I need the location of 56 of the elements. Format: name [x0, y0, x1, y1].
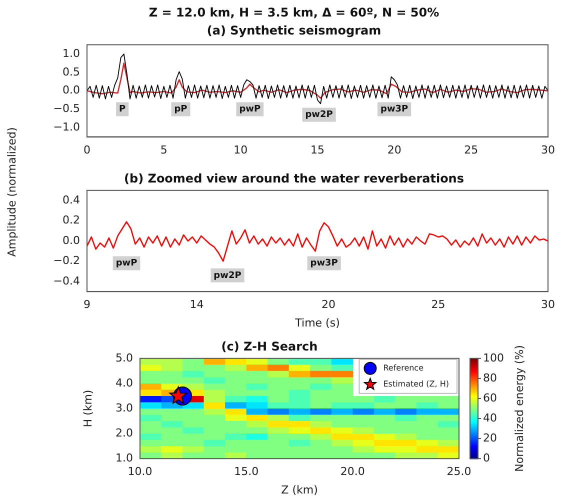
chart-title: (b) Zoomed view around the water reverberations — [124, 171, 464, 186]
color-bar-label: 20 — [483, 431, 497, 444]
x-tick-label: 15 — [310, 143, 324, 156]
color-bar-label: 40 — [483, 411, 497, 424]
y-tick-label: 0.2 — [62, 214, 80, 227]
y-tick-label: 0.0 — [62, 234, 80, 247]
x-tick-label: 10 — [234, 143, 248, 156]
y-tick-label: −0.2 — [53, 254, 80, 268]
color-bar-label: 80 — [483, 371, 497, 384]
color-bar-label: 0 — [483, 451, 490, 464]
annotation: pw2P — [214, 270, 242, 281]
x-tick-label: 15.0 — [234, 465, 259, 478]
annotation: pwP — [239, 104, 261, 115]
y-tick-label: 1.0 — [116, 451, 133, 464]
y-tick-label: 1.0 — [62, 46, 80, 60]
legend-label: Estimated (Z, H) — [383, 379, 449, 388]
x-tick-label: 0 — [84, 143, 90, 156]
annotation: pw2P — [305, 110, 334, 120]
annotation: pP — [174, 104, 188, 115]
annotation: pw3P — [310, 258, 338, 269]
y-tick-label: −1.0 — [53, 120, 80, 134]
y-tick-label: 0.0 — [62, 84, 80, 97]
x-tick-label: 25.0 — [446, 465, 472, 478]
x-axis-title: Z (km) — [281, 483, 318, 496]
y-tick-label: 5.0 — [116, 351, 133, 364]
annotation: pw3P — [380, 104, 409, 115]
y-tick-label: 0.4 — [62, 193, 80, 206]
chart-title: Z = 12.0 km, H = 3.5 km, Δ = 60º, N = 50% — [148, 5, 440, 20]
y-tick-label: 2.0 — [116, 426, 133, 440]
annotation: P — [119, 104, 126, 115]
annotation: pwP — [116, 258, 138, 269]
chart-subtitle: (a) Synthetic seismogram — [206, 24, 382, 38]
y-tick-label: 4.0 — [116, 376, 133, 390]
x-tick-label: 5 — [160, 143, 168, 156]
x-tick-label: 30 — [541, 143, 555, 156]
x-tick-label: 20 — [321, 298, 336, 312]
x-tick-label: 10.0 — [128, 465, 152, 478]
y-tick-label: −0.5 — [53, 102, 80, 116]
y-axis-title: Amplitude (normalized) — [6, 127, 18, 257]
legend-label: Reference — [383, 363, 424, 372]
chart-title: (c) Z-H Search — [221, 339, 318, 354]
x-tick-label: 25 — [464, 143, 478, 156]
x-tick-label: 25 — [431, 298, 446, 312]
y-tick-label: 3.0 — [116, 401, 133, 414]
x-tick-label: 14 — [190, 298, 204, 312]
x-tick-label: 9 — [84, 298, 90, 312]
color-bar-label: 60 — [483, 391, 497, 404]
color-bar-title: Normalized energy (%) — [512, 345, 526, 472]
color-bar-label: 100 — [483, 351, 504, 364]
x-axis-title: Time (s) — [294, 316, 340, 330]
y-tick-label: 0.5 — [62, 65, 80, 78]
x-tick-label: 20.0 — [340, 465, 365, 478]
y-axis-title: H (km) — [81, 390, 94, 428]
y-tick-label: −0.4 — [53, 274, 80, 288]
x-tick-label: 20 — [387, 143, 402, 156]
x-tick-label: 30 — [541, 298, 555, 312]
